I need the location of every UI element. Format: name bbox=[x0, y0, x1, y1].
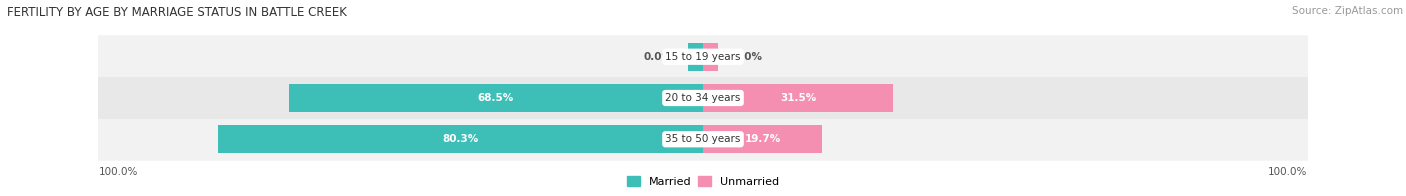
Bar bbox=[703, 43, 718, 71]
Text: 15 to 19 years: 15 to 19 years bbox=[665, 52, 741, 62]
Text: 0.0%: 0.0% bbox=[734, 52, 762, 62]
Text: 20 to 34 years: 20 to 34 years bbox=[665, 93, 741, 103]
Bar bbox=[93, 119, 1313, 160]
Text: 0.0%: 0.0% bbox=[644, 52, 672, 62]
Text: 80.3%: 80.3% bbox=[441, 134, 478, 144]
Text: 68.5%: 68.5% bbox=[478, 93, 515, 103]
Text: 35 to 50 years: 35 to 50 years bbox=[665, 134, 741, 144]
Bar bbox=[288, 84, 703, 112]
Bar bbox=[703, 84, 893, 112]
Legend: Married, Unmarried: Married, Unmarried bbox=[627, 176, 779, 187]
Text: FERTILITY BY AGE BY MARRIAGE STATUS IN BATTLE CREEK: FERTILITY BY AGE BY MARRIAGE STATUS IN B… bbox=[7, 6, 347, 19]
Bar bbox=[688, 43, 703, 71]
Text: Source: ZipAtlas.com: Source: ZipAtlas.com bbox=[1292, 6, 1403, 16]
Bar bbox=[93, 77, 1313, 119]
Text: 19.7%: 19.7% bbox=[744, 134, 780, 144]
Text: 100.0%: 100.0% bbox=[98, 167, 138, 178]
Bar bbox=[93, 36, 1313, 77]
Bar bbox=[703, 125, 823, 153]
Text: 31.5%: 31.5% bbox=[780, 93, 817, 103]
Text: 100.0%: 100.0% bbox=[1268, 167, 1308, 178]
Bar bbox=[218, 125, 703, 153]
